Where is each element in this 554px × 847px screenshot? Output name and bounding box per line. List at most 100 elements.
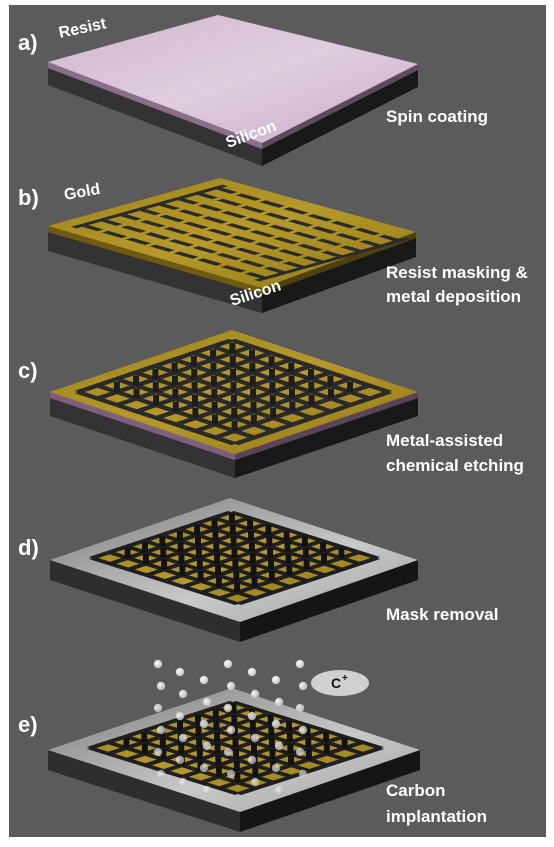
carbon-ion (178, 689, 188, 699)
nanopillar (229, 525, 236, 535)
carbon-ion (274, 697, 284, 707)
carbon-ion (298, 681, 308, 691)
mask-opening (144, 232, 171, 240)
nanopillar (338, 548, 345, 558)
carbon-ion (202, 741, 212, 751)
carbon-ion (153, 659, 163, 669)
mask-opening (202, 216, 228, 224)
nanopillar (172, 388, 179, 399)
carbon-ion (247, 667, 257, 677)
mask-opening (211, 240, 237, 249)
carbon-ion (274, 741, 284, 751)
nanopillar (327, 375, 334, 386)
carbon-ion (156, 725, 166, 735)
nanopillar (231, 548, 238, 558)
nanopillar (267, 715, 274, 725)
nanopillar (171, 362, 178, 373)
mask-opening (307, 214, 333, 222)
nanopillar (141, 732, 148, 743)
nanopillar (133, 375, 140, 386)
mask-opening (268, 224, 295, 233)
nanopillar (215, 766, 222, 777)
nanopillar (247, 519, 254, 530)
carbon-ion (156, 769, 166, 779)
nanopillar (215, 576, 222, 587)
mask-opening (297, 243, 323, 252)
mask-opening (221, 211, 247, 219)
nanopillar (268, 726, 275, 737)
resist-edge-a2 (262, 64, 418, 149)
mask-opening (197, 204, 223, 212)
silicon-slab-c (50, 398, 418, 478)
nanopillar (197, 571, 204, 581)
nanopillar (159, 536, 166, 547)
mask-opening (163, 227, 190, 235)
nanopillar (210, 349, 217, 360)
nanopillar (232, 738, 239, 748)
mask-opening (225, 223, 252, 231)
etched-trenches (74, 338, 393, 446)
trench (234, 747, 385, 795)
carbon-ion (156, 681, 166, 691)
silicon-slab-a (48, 68, 418, 166)
nanopillar (194, 525, 201, 535)
carbon-ion (226, 681, 236, 691)
trench (234, 557, 381, 605)
nanopillar (249, 362, 256, 373)
nanopillar (231, 421, 238, 431)
carbon-ion (202, 697, 212, 707)
nanopillar (159, 738, 166, 748)
nanopillar (268, 738, 275, 748)
mask-opening (259, 254, 285, 262)
nanopillar (153, 395, 160, 405)
carbon-ion (250, 689, 260, 699)
nanopillar (160, 749, 167, 760)
ion-badge: C + (311, 670, 369, 696)
nanopillar (248, 542, 255, 553)
gold-label: Gold (63, 181, 102, 204)
nanopillar (230, 382, 237, 392)
mask-opening (335, 233, 361, 241)
nanopillar (301, 536, 308, 547)
nanopillar (288, 375, 295, 386)
nanopillar (289, 388, 295, 399)
carbon-ion (175, 755, 185, 765)
mask-opening (273, 237, 299, 245)
nanopillar (211, 388, 218, 399)
carbon-ion (226, 769, 236, 779)
nanopillar (249, 349, 255, 360)
step-b: b) Gold Silicon Resist masking & metal d… (18, 178, 528, 313)
nanopillar (195, 536, 201, 547)
nanopillar (191, 382, 198, 392)
nanopillar (250, 388, 257, 399)
mask-opening (168, 239, 195, 247)
ion-badge-bubble (311, 670, 369, 696)
nanopillar (211, 401, 218, 412)
mask-opening (230, 235, 257, 243)
mask-opening (140, 220, 166, 228)
nanopillar (196, 738, 203, 748)
nanopillar (172, 375, 178, 386)
nanopillar (230, 395, 237, 405)
carbon-ion (199, 719, 209, 729)
step-letter-d: d) (18, 535, 39, 560)
nanopillar (305, 749, 312, 760)
carbon-ion (153, 747, 163, 757)
silicon-slab-d (50, 560, 418, 642)
ion-charge: + (342, 673, 348, 684)
nanopillar (323, 743, 330, 754)
mask-opening (239, 259, 266, 268)
mask-openings (71, 184, 411, 282)
mask-opening (259, 200, 285, 208)
mask-opening (121, 225, 147, 233)
nanopillar (327, 388, 334, 399)
nanopillar (195, 726, 202, 737)
nanopillar (212, 530, 219, 541)
carbon-ion (175, 667, 185, 677)
nanopillar (250, 565, 257, 576)
nanopillar (251, 576, 258, 587)
nanopillar (124, 548, 131, 558)
nanopillar (268, 559, 274, 570)
nanopillar (177, 542, 184, 553)
nanopillar (347, 382, 354, 392)
